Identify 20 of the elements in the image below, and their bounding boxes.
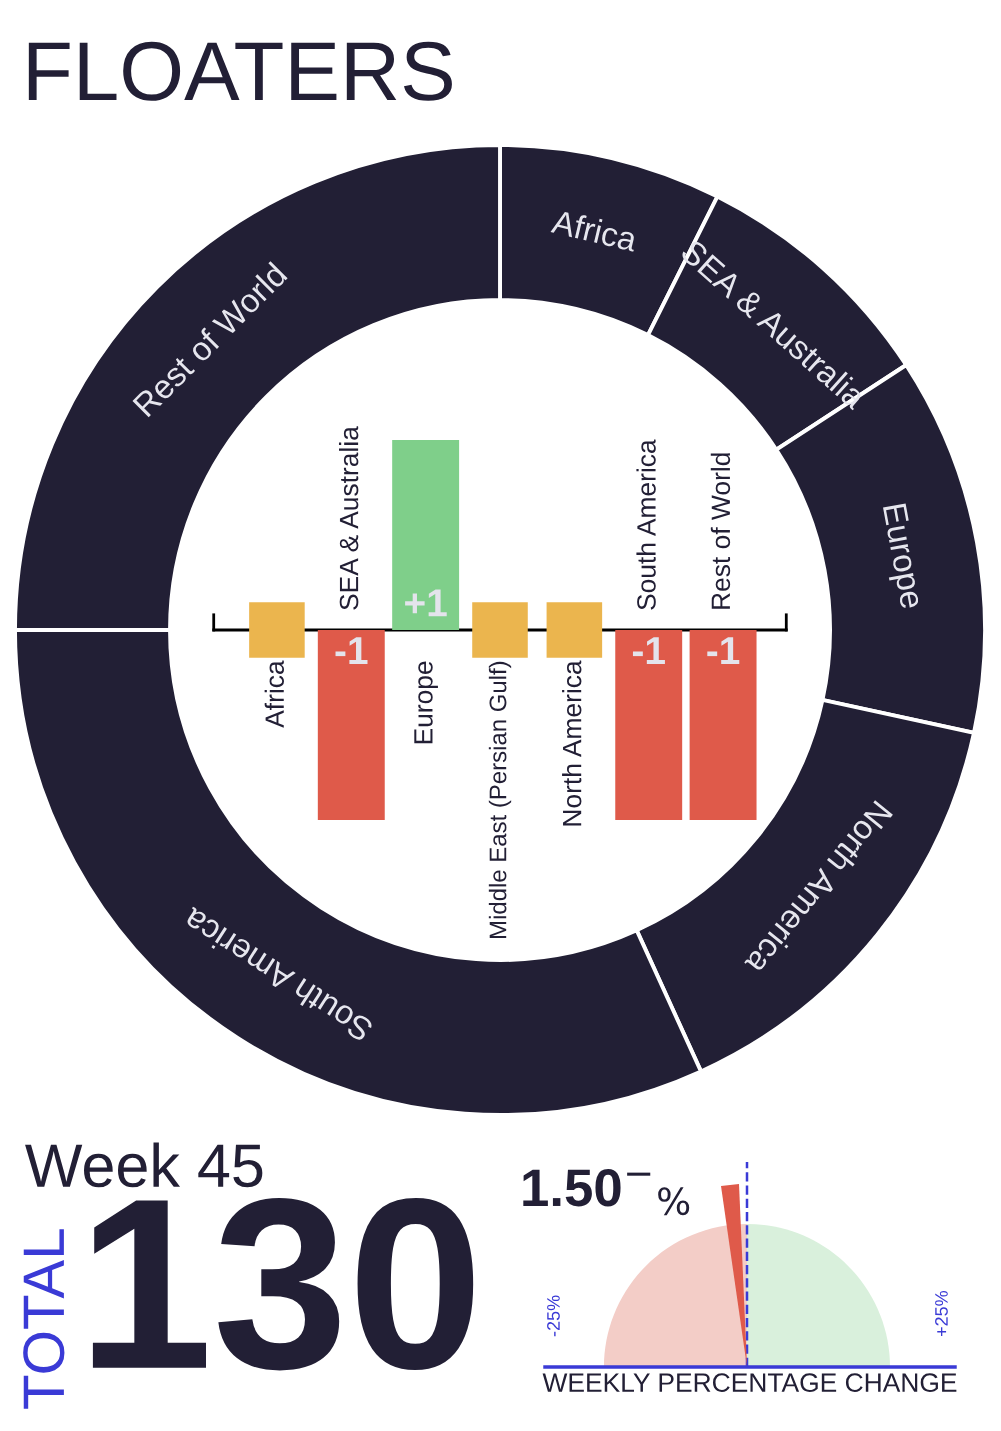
data-label: -1: [335, 637, 368, 664]
text: Week 45: [25, 1142, 263, 1188]
x-tick-label: SEA & Australia: [338, 426, 359, 610]
text: +25%: [935, 1290, 948, 1337]
x-tick-label: Africa: [264, 660, 285, 728]
data-label: -1: [632, 637, 665, 664]
x-tick-label: South America: [636, 439, 656, 610]
x-tick-label: Middle East (Persian Gulf): [488, 661, 512, 938]
x-tick-label: Europe: [414, 661, 438, 744]
text: WEEKLY PERCENTAGE CHANGE: [542, 1373, 957, 1392]
chart-title: FLOATERS: [28, 41, 452, 101]
text: 130: [92, 1197, 474, 1371]
slice-label: Africa: [550, 208, 639, 252]
text: TOTAL: [23, 1229, 65, 1409]
text: -25%: [547, 1295, 560, 1337]
data-label: +1: [405, 589, 447, 617]
x-tick-label: Rest of World: [710, 453, 731, 609]
data-label: -1: [707, 637, 740, 664]
text: 1.50$^{−}$$_{%}$: [523, 1169, 690, 1216]
x-tick-label: North America: [562, 660, 582, 826]
